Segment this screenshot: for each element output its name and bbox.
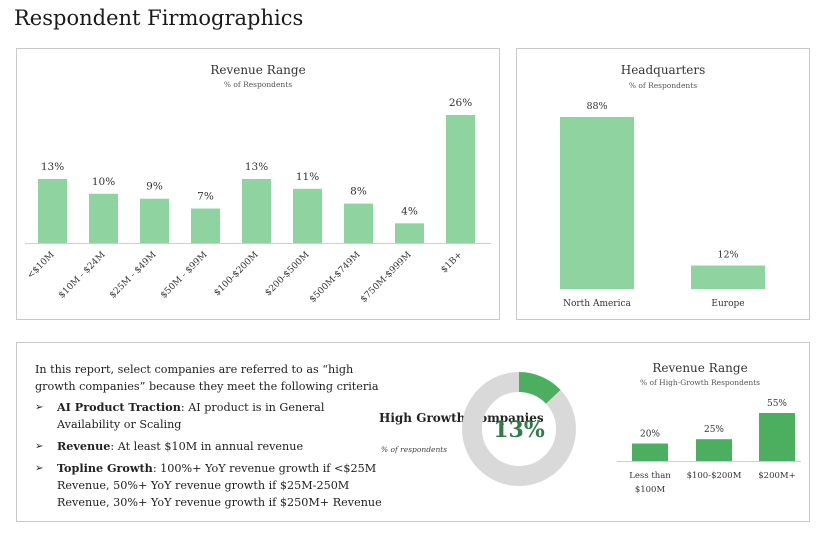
bar bbox=[691, 265, 765, 289]
page-title: Respondent Firmographics bbox=[14, 6, 304, 30]
data-label: 13% bbox=[245, 161, 268, 173]
chart-subtitle: % of Respondents bbox=[223, 80, 293, 89]
tick-label: $50M - $99M bbox=[159, 250, 210, 301]
tick-label: $100-$200M bbox=[212, 250, 260, 298]
bar bbox=[242, 179, 271, 243]
tick-label: North America bbox=[563, 299, 631, 309]
headquarters-chart: 88% North America 12% Europe bbox=[560, 101, 765, 309]
donut-center-label: 13% bbox=[493, 417, 545, 443]
bar bbox=[560, 117, 634, 289]
criteria-item: ➢ Topline Growth: 100%+ YoY revenue grow… bbox=[35, 460, 385, 511]
chart-title: Revenue Range bbox=[652, 361, 748, 375]
tick-label: $25M - $49M bbox=[108, 250, 159, 301]
bar bbox=[446, 115, 475, 243]
data-label: 55% bbox=[767, 399, 787, 409]
chart-subtitle: % of High-Growth Respondents bbox=[639, 378, 761, 387]
data-label: 13% bbox=[41, 161, 64, 173]
criteria-term: Topline Growth bbox=[57, 461, 153, 475]
data-label: 4% bbox=[401, 205, 418, 217]
bar bbox=[38, 179, 67, 243]
chart-title: Revenue Range bbox=[210, 63, 306, 77]
criteria-term: AI Product Traction bbox=[57, 400, 181, 414]
data-label: 7% bbox=[197, 191, 214, 203]
data-label: 25% bbox=[704, 425, 724, 435]
bar bbox=[89, 193, 118, 243]
criteria-intro: In this report, select companies are ref… bbox=[35, 363, 379, 393]
criteria-desc: : AI product is in General Availability … bbox=[57, 401, 325, 431]
arrow-bullet-icon: ➢ bbox=[35, 441, 44, 452]
donut-slice bbox=[462, 372, 576, 486]
tick-label: $10M - $24M bbox=[57, 250, 108, 301]
tick-label-line: $200M+ bbox=[758, 471, 795, 481]
criteria-term: Revenue bbox=[57, 439, 111, 453]
data-label: 88% bbox=[586, 101, 607, 112]
high-growth-subtitle: % of respondents bbox=[381, 445, 448, 454]
bar bbox=[191, 208, 220, 243]
headquarters-panel: Headquarters % of Respondents 88% North A… bbox=[516, 48, 810, 320]
high-growth-revenue-chart: 20% Less than $100M 25% $100-$200M 55% $200M+ bbox=[617, 399, 801, 495]
criteria-text: In this report, select companies are ref… bbox=[35, 361, 385, 516]
arrow-bullet-icon: ➢ bbox=[35, 463, 44, 474]
criteria-desc: : At least $10M in annual revenue bbox=[110, 440, 304, 453]
tick-label: Less than $100M bbox=[629, 471, 671, 495]
bar bbox=[395, 223, 424, 243]
data-label: 9% bbox=[146, 181, 163, 193]
data-label: 20% bbox=[640, 430, 660, 440]
chart-title: Headquarters bbox=[620, 63, 706, 77]
tick-label: $100-$200M bbox=[687, 471, 742, 481]
data-label: 8% bbox=[350, 186, 367, 198]
data-label: 26% bbox=[449, 97, 472, 109]
tick-label: $200-$500M bbox=[263, 250, 311, 298]
bar bbox=[632, 443, 668, 461]
tick-label: $1B+ bbox=[439, 250, 464, 275]
tick-label: $500M-$749M bbox=[308, 250, 363, 305]
revenue-range-chart: 13% <$10M 10% $10M - $24M 9% $25M - $49M 7% $50… bbox=[25, 97, 491, 305]
tick-label-line: $100M bbox=[635, 485, 666, 495]
criteria-item: ➢ AI Product Traction: AI product is in … bbox=[35, 399, 385, 433]
high-growth-donut: 13% bbox=[462, 372, 576, 486]
arrow-bullet-icon: ➢ bbox=[35, 402, 44, 413]
data-label: 11% bbox=[296, 171, 319, 183]
criteria-desc: : 100%+ YoY revenue growth if <$25M Reve… bbox=[57, 462, 382, 509]
tick-label-line: Less than bbox=[629, 471, 671, 481]
data-label: 12% bbox=[717, 250, 738, 261]
tick-label: Europe bbox=[711, 299, 744, 309]
bar bbox=[344, 203, 373, 243]
bar bbox=[696, 439, 732, 461]
data-label: 10% bbox=[92, 176, 115, 188]
bar bbox=[140, 198, 169, 243]
revenue-range-panel: Revenue Range % of Respondents 13% <$10M 1… bbox=[16, 48, 500, 320]
tick-label: $750M-$999M bbox=[359, 250, 414, 305]
criteria-list: ➢ AI Product Traction: AI product is in … bbox=[35, 399, 385, 511]
chart-subtitle: % of Respondents bbox=[628, 81, 698, 90]
bar bbox=[759, 413, 795, 461]
high-growth-panel: In this report, select companies are ref… bbox=[16, 342, 810, 522]
tick-label: <$10M bbox=[26, 250, 57, 281]
criteria-item: ➢ Revenue: At least $10M in annual reven… bbox=[35, 438, 385, 455]
tick-label: $200M+ bbox=[758, 471, 795, 481]
tick-label-line: $100-$200M bbox=[687, 471, 742, 481]
high-growth-label: High Growth Companies bbox=[379, 411, 544, 425]
bar bbox=[293, 188, 322, 243]
